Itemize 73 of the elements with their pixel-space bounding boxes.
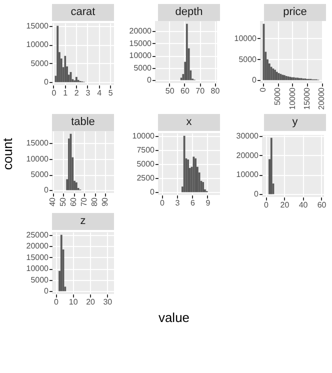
x-tick-label: 6	[190, 198, 196, 208]
x-tick-label: 1	[63, 88, 68, 98]
y-tick-label: 2500	[136, 174, 156, 183]
x-tick-label: 2	[74, 88, 80, 98]
x-tick-label: 90	[100, 196, 110, 206]
x-tick-label: 70	[80, 196, 89, 206]
x-tick-label: 20	[86, 298, 96, 306]
x-tick-label: 15000	[302, 86, 312, 110]
y-tick-label: 15000	[26, 21, 50, 30]
y-tick-label: 30000	[236, 131, 260, 140]
chart-title: price	[264, 4, 326, 21]
x-tick-label: 80	[90, 196, 100, 206]
chart-title: table	[52, 114, 114, 131]
y-tick-label: 25000	[26, 230, 50, 240]
x-tick-label: 5	[108, 88, 114, 98]
y-tick-label: 0	[44, 286, 50, 296]
chart-title: carat	[52, 4, 114, 21]
x-tick-label: 10000	[288, 86, 297, 110]
x-tick-label: 70	[196, 86, 206, 96]
chart-title: depth	[158, 4, 220, 21]
y-tick-label: 0	[44, 186, 50, 195]
y-tick-label: 5000	[238, 54, 258, 64]
x-tick-label: 3	[86, 88, 91, 98]
x-tick-label: 40	[298, 200, 308, 210]
x-tick-label: 50	[165, 86, 175, 96]
y-tick-label: 0	[44, 78, 50, 87]
x-tick-label: 60	[69, 196, 78, 206]
x-axis-title: value	[157, 310, 191, 325]
y-tick-label: 20000	[26, 242, 50, 251]
y-tick-label: 10000	[129, 51, 152, 60]
y-tick-label: 0	[150, 188, 156, 197]
y-tick-label: 10000	[26, 40, 50, 50]
chart-title: y	[264, 114, 326, 131]
y-tick-label: 0	[252, 76, 258, 85]
x-tick-label: 0	[52, 88, 57, 98]
x-tick-label: 60	[317, 200, 327, 210]
x-tick-label: 80	[210, 86, 220, 96]
x-tick-label: 0	[264, 200, 270, 210]
x-tick-label: 5000	[273, 86, 282, 106]
x-tick-label: 50	[58, 196, 68, 206]
y-tick-label: 5000	[30, 275, 50, 284]
y-tick-label: 5000	[30, 58, 50, 68]
x-tick-label: 9	[206, 198, 211, 208]
x-tick-label: 0	[54, 298, 60, 306]
y-tick-label: 10000	[236, 170, 260, 180]
x-tick-label: 4	[97, 88, 102, 98]
y-tick-label: 20000	[236, 150, 260, 160]
y-tick-label: 20000	[129, 26, 152, 36]
x-tick-label: 30	[103, 298, 113, 306]
x-tick-label: 40	[48, 196, 58, 206]
y-tick-label: 10000	[132, 131, 156, 140]
y-tick-label: 5000	[136, 160, 156, 168]
x-tick-label: 0	[258, 86, 268, 92]
y-tick-label: 10000	[234, 34, 258, 43]
x-tick-label: 10	[68, 298, 78, 306]
y-tick-label: 15000	[26, 252, 50, 262]
y-tick-label: 0	[254, 190, 260, 199]
x-tick-label: 20000	[317, 86, 326, 110]
y-tick-label: 10000	[26, 264, 50, 274]
y-axis-title: count	[0, 138, 16, 170]
x-tick-label: 0	[160, 198, 166, 208]
x-tick-label: 60	[180, 86, 190, 96]
chart-title: x	[158, 114, 220, 131]
y-tick-label: 0	[147, 76, 152, 85]
y-tick-label: 15000	[129, 38, 152, 48]
y-tick-label: 5000	[30, 170, 50, 180]
y-tick-label: 10000	[26, 154, 50, 164]
y-tick-label: 7500	[136, 145, 156, 154]
x-tick-label: 20	[280, 200, 290, 210]
chart-title: z	[52, 213, 114, 230]
y-tick-label: 15000	[26, 138, 50, 148]
y-tick-label: 5000	[134, 63, 152, 72]
x-tick-label: 3	[175, 198, 180, 208]
